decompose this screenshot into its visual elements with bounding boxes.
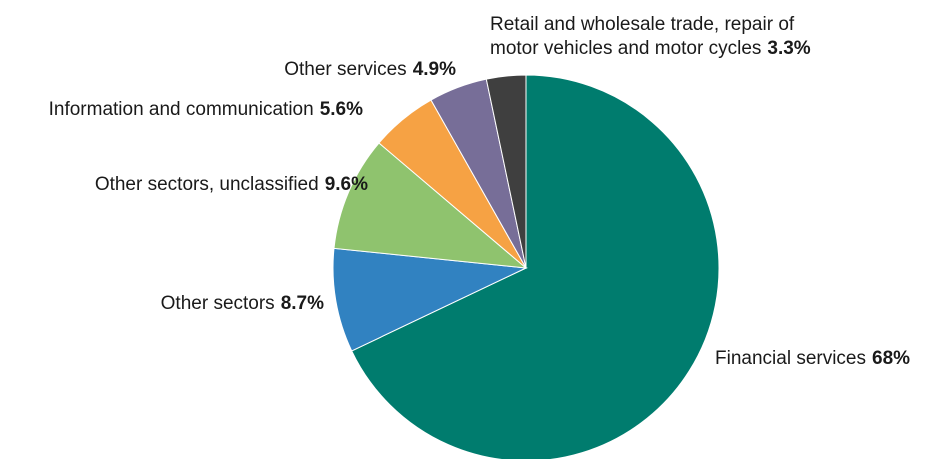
label-info-comm-value: 5.6% — [319, 99, 363, 120]
label-information-communication: Information and communication 5.6% — [49, 98, 363, 122]
label-financial-services-value: 68% — [872, 348, 911, 369]
label-other-sectors-value: 8.7% — [280, 293, 324, 314]
label-other-sectors: Other sectors 8.7% — [161, 292, 324, 316]
label-other-sectors-unclassified: Other sectors, unclassified 9.6% — [95, 173, 368, 197]
label-retail-trade: Retail and wholesale trade, repair of mo… — [490, 13, 811, 61]
pie-slice-financial-services — [351, 74, 720, 459]
label-unclassified-value: 9.6% — [324, 174, 368, 195]
pie-slices — [332, 74, 720, 459]
pie-slice-retail-and-wholesale-trade-repair-of-motor-vehicles-and-motor-cycles — [485, 74, 527, 269]
label-info-comm-name: Information and communication — [48, 99, 314, 120]
label-retail-value: 3.3% — [767, 38, 811, 59]
label-other-services-name: Other services — [284, 59, 407, 80]
pie-slice-other-sectors — [332, 247, 528, 352]
label-financial-services: Financial services 68% — [715, 347, 910, 371]
label-retail-line1: Retail and wholesale trade, repair of — [490, 14, 795, 35]
label-retail-line2: motor vehicles and motor cycles — [490, 38, 762, 59]
label-other-services: Other services 4.9% — [284, 58, 456, 82]
label-other-sectors-name: Other sectors — [160, 293, 275, 314]
label-financial-services-name: Financial services — [715, 348, 866, 369]
label-retail-line2-row: motor vehicles and motor cycles 3.3% — [490, 37, 811, 61]
pie-slice-other-sectors-unclassified — [333, 142, 528, 269]
label-unclassified-name: Other sectors, unclassified — [94, 174, 319, 195]
label-other-services-value: 4.9% — [412, 59, 456, 80]
